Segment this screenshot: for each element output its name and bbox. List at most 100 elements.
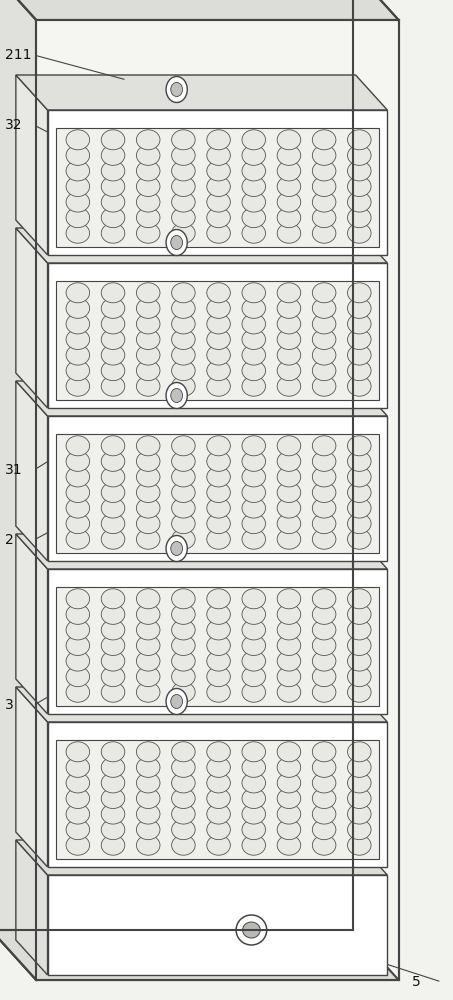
Ellipse shape [207,604,231,624]
Ellipse shape [101,451,125,471]
Ellipse shape [277,636,301,656]
Ellipse shape [347,145,371,165]
Bar [48,263,387,408]
Text: 211: 211 [5,48,31,62]
Ellipse shape [101,314,125,334]
Ellipse shape [347,820,371,840]
Ellipse shape [347,651,371,671]
Ellipse shape [136,788,160,808]
Ellipse shape [101,804,125,824]
Ellipse shape [277,314,301,334]
Ellipse shape [66,345,90,365]
Ellipse shape [136,223,160,243]
Ellipse shape [277,161,301,181]
Ellipse shape [101,329,125,349]
Ellipse shape [347,835,371,855]
Ellipse shape [313,804,336,824]
Ellipse shape [207,361,231,381]
Ellipse shape [66,682,90,702]
Ellipse shape [101,130,125,150]
Ellipse shape [242,483,265,502]
Polygon shape [16,381,48,561]
Ellipse shape [166,382,187,408]
Ellipse shape [101,345,125,365]
Ellipse shape [313,145,336,165]
Ellipse shape [207,820,231,840]
Ellipse shape [277,376,301,396]
Ellipse shape [207,788,231,808]
Ellipse shape [136,130,160,150]
Ellipse shape [313,651,336,671]
Ellipse shape [207,130,231,150]
Ellipse shape [101,223,125,243]
Ellipse shape [207,483,231,502]
Ellipse shape [101,145,125,165]
Ellipse shape [207,589,231,609]
Polygon shape [16,75,48,255]
Ellipse shape [172,682,195,702]
Ellipse shape [347,176,371,196]
Bar [56,740,379,859]
Ellipse shape [66,514,90,534]
Ellipse shape [66,314,90,334]
Ellipse shape [136,145,160,165]
Bar [48,110,387,255]
Ellipse shape [277,361,301,381]
Ellipse shape [313,223,336,243]
Ellipse shape [172,788,195,808]
Ellipse shape [277,835,301,855]
Ellipse shape [207,835,231,855]
Ellipse shape [66,161,90,181]
Ellipse shape [136,329,160,349]
Ellipse shape [172,804,195,824]
Ellipse shape [66,620,90,640]
Ellipse shape [277,589,301,609]
Ellipse shape [347,130,371,150]
Bar [56,434,379,553]
Ellipse shape [172,529,195,549]
Ellipse shape [172,498,195,518]
Ellipse shape [347,620,371,640]
Ellipse shape [347,329,371,349]
Ellipse shape [171,388,183,402]
Ellipse shape [136,636,160,656]
Ellipse shape [166,229,187,255]
Ellipse shape [242,636,265,656]
Ellipse shape [66,773,90,793]
Ellipse shape [277,773,301,793]
Ellipse shape [136,589,160,609]
Ellipse shape [277,604,301,624]
Ellipse shape [313,529,336,549]
Ellipse shape [277,176,301,196]
Ellipse shape [347,757,371,777]
Ellipse shape [172,329,195,349]
Ellipse shape [172,514,195,534]
Ellipse shape [136,467,160,487]
Ellipse shape [242,498,265,518]
Ellipse shape [101,361,125,381]
Ellipse shape [207,742,231,762]
Ellipse shape [242,773,265,793]
Ellipse shape [66,835,90,855]
Bar [48,416,387,561]
Ellipse shape [136,804,160,824]
Ellipse shape [347,208,371,228]
Bar [36,20,399,980]
Polygon shape [16,228,48,408]
Ellipse shape [172,298,195,318]
Ellipse shape [277,483,301,502]
Ellipse shape [277,192,301,212]
Ellipse shape [66,667,90,687]
Ellipse shape [242,161,265,181]
Ellipse shape [172,314,195,334]
Ellipse shape [347,283,371,303]
Ellipse shape [207,176,231,196]
Ellipse shape [313,514,336,534]
Ellipse shape [277,804,301,824]
Ellipse shape [242,804,265,824]
Ellipse shape [101,682,125,702]
Ellipse shape [136,192,160,212]
Ellipse shape [172,223,195,243]
Bar [48,722,387,867]
Ellipse shape [136,651,160,671]
